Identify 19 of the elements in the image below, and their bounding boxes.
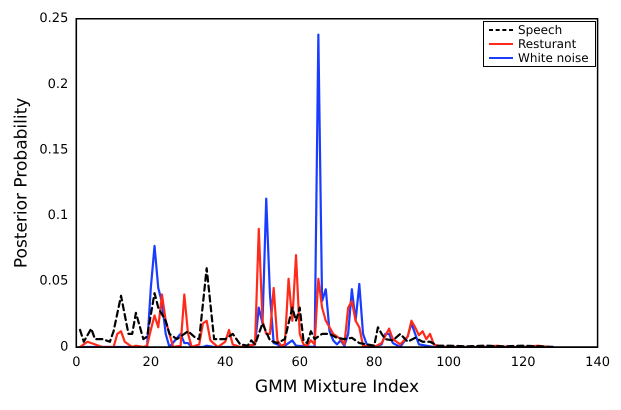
x-tick-label: 20 — [142, 355, 160, 370]
x-tick-label: 60 — [291, 355, 308, 370]
legend-label: White noise — [518, 50, 589, 65]
x-tick-label: 40 — [217, 355, 234, 370]
y-tick-label: 0.25 — [39, 11, 68, 26]
legend-label: Resturant — [518, 36, 576, 51]
y-tick-label: 0.2 — [48, 76, 68, 92]
x-tick-label: 100 — [436, 355, 462, 370]
x-tick-label: 140 — [585, 355, 610, 370]
y-axis-title: Posterior Probability — [12, 98, 32, 268]
x-tick-label: 120 — [510, 355, 536, 370]
x-tick-label: 80 — [366, 355, 382, 370]
legend-label: Speech — [518, 22, 562, 37]
y-tick-label: 0 — [60, 339, 68, 354]
y-tick-label: 0.15 — [39, 142, 68, 158]
y-tick-label: 0.1 — [48, 208, 68, 224]
y-tick-label: 0.05 — [39, 274, 68, 289]
x-axis-title: GMM Mixture Index — [254, 377, 420, 398]
x-tick-label: 0 — [72, 355, 80, 370]
